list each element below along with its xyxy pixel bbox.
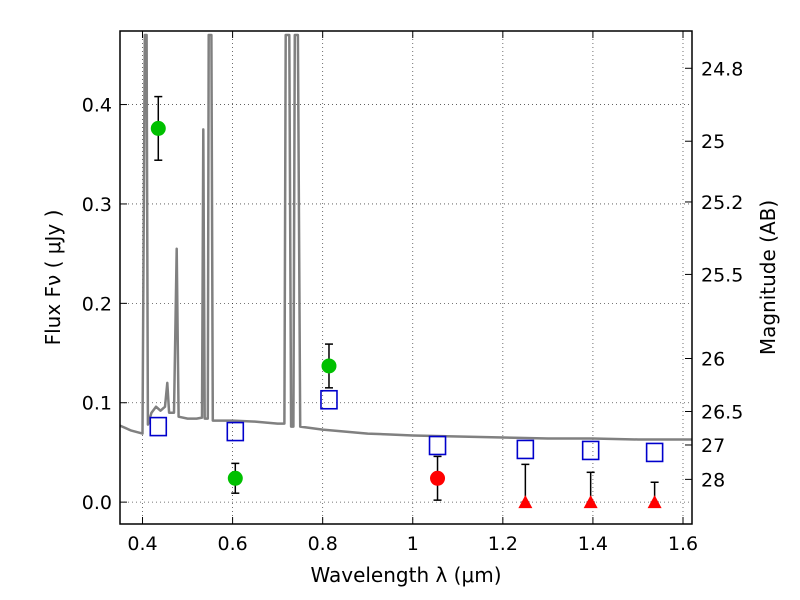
- right-tick-label: 27: [701, 435, 725, 457]
- right-axis-label: Magnitude (AB): [756, 200, 780, 355]
- right-tick-label: 24.8: [701, 58, 743, 80]
- y-tick-label: 0.1: [82, 393, 112, 415]
- right-tick-label: 26: [701, 349, 725, 371]
- model-point-square: [149, 416, 168, 437]
- x-tick-label: 0.8: [308, 533, 338, 555]
- right-tick-label: 25.2: [701, 192, 743, 214]
- model-spectrum-line: [119, 33, 692, 441]
- right-tick-label: 25.5: [701, 264, 743, 286]
- upper-limit-triangle: [583, 495, 598, 509]
- upper-limit-triangle: [647, 495, 662, 509]
- upper-limit-triangle: [518, 495, 533, 509]
- x-tick-label: 0.6: [217, 533, 247, 555]
- model-point-square: [320, 389, 338, 410]
- model-point-square: [581, 440, 600, 461]
- y-axis-label: Flux Fν ( μJy ): [41, 210, 65, 346]
- right-axis-ticks: 24.8 25 25.2 25.5 26 26.5 27 28: [685, 58, 743, 491]
- model-point-square: [226, 421, 245, 442]
- data-point-circle: [321, 358, 337, 374]
- x-axis-ticks: 0.4 0.6 0.8 1 1.2 1.4 1.6: [127, 31, 698, 555]
- model-spectrum-layer: [119, 33, 692, 441]
- y-tick-label: 0.0: [82, 492, 112, 514]
- markers-layer: [149, 120, 664, 509]
- model-point-square: [645, 442, 664, 463]
- x-tick-label: 1.2: [488, 533, 518, 555]
- x-tick-label: 0.4: [127, 533, 157, 555]
- plot-frame: [119, 30, 693, 525]
- data-point-circle: [430, 470, 446, 486]
- x-tick-label: 1: [407, 533, 419, 555]
- data-point-circle: [150, 120, 166, 136]
- y-axis-ticks: 0.0 0.1 0.2 0.3 0.4: [82, 95, 127, 514]
- model-point-square: [428, 435, 447, 456]
- y-tick-label: 0.3: [82, 194, 112, 216]
- right-tick-label: 28: [701, 469, 725, 491]
- y-tick-label: 0.4: [82, 95, 112, 117]
- x-axis-label: Wavelength λ (μm): [310, 563, 501, 587]
- data-point-circle: [227, 470, 243, 486]
- y-tick-label: 0.2: [82, 293, 112, 315]
- right-tick-label: 26.5: [701, 401, 743, 423]
- right-tick-label: 25: [701, 131, 725, 153]
- grid-lines: [120, 31, 692, 524]
- x-tick-label: 1.4: [578, 533, 608, 555]
- model-point-square: [516, 439, 535, 460]
- x-tick-label: 1.6: [668, 533, 698, 555]
